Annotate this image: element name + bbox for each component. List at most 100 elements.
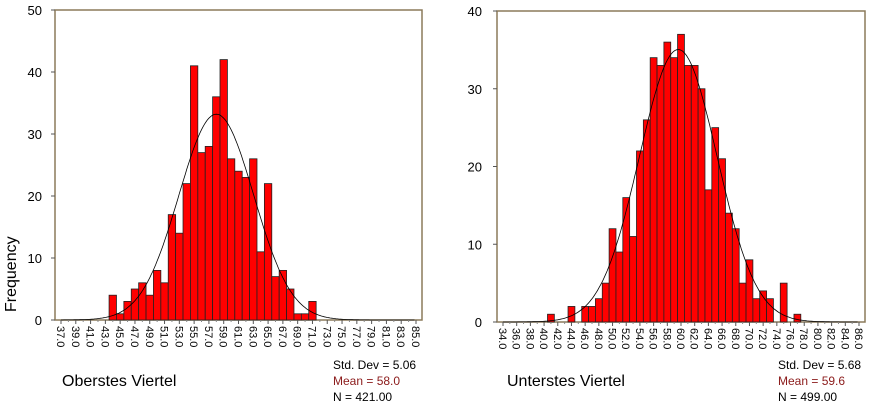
histogram-bar <box>219 59 228 321</box>
histogram-bar <box>286 288 295 321</box>
x-tick-label: 50.0 <box>606 328 618 349</box>
histogram-bar <box>670 57 678 323</box>
histogram-bar <box>293 313 302 321</box>
x-tick-label: 80.0 <box>811 328 823 349</box>
histogram-bar <box>636 150 644 323</box>
x-tick-label: 58.0 <box>660 328 672 349</box>
stat-mean-left: Mean = 58.0 <box>333 374 401 388</box>
x-tick-label: 75.0 <box>335 326 347 347</box>
histogram-bar <box>745 259 754 323</box>
stat-std-dev-left: Std. Dev = 5.06 <box>333 358 417 372</box>
histogram-bar <box>629 236 637 323</box>
x-tick-label: 56.0 <box>647 328 659 349</box>
histogram-bar <box>123 300 132 321</box>
y-tick-label: 40 <box>468 4 482 19</box>
x-tick-label: 51.0 <box>158 326 170 347</box>
histogram-bar <box>704 189 713 323</box>
x-tick-label: 49.0 <box>143 326 155 347</box>
x-tick-label: 34.0 <box>496 328 508 349</box>
histogram-bar <box>300 313 310 321</box>
x-tick-label: 55.0 <box>187 326 199 347</box>
x-tick-label: 53.0 <box>172 326 184 347</box>
stat-std-dev-right: Std. Dev = 5.68 <box>778 358 862 372</box>
x-tick-label: 39.0 <box>69 326 81 347</box>
x-tick-label: 37.0 <box>54 326 66 347</box>
histogram-bar <box>697 88 706 323</box>
histogram-bar <box>204 145 214 321</box>
histogram-bar <box>175 232 184 321</box>
x-tick-label: 85.0 <box>409 326 421 347</box>
x-tick-label: 44.0 <box>565 328 577 349</box>
x-tick-label: 74.0 <box>770 328 782 349</box>
x-tick-label: 61.0 <box>232 326 244 347</box>
histogram-bar <box>601 282 610 323</box>
histogram-bar <box>649 57 658 323</box>
histogram-bar <box>153 269 162 321</box>
histogram-bar <box>145 294 154 321</box>
stat-mean-right: Mean = 59.6 <box>778 374 846 388</box>
x-tick-label: 40.0 <box>537 328 549 349</box>
y-tick-label: 50 <box>28 3 42 18</box>
histogram-bar <box>263 183 273 321</box>
y-tick-label: 30 <box>28 127 42 142</box>
x-tick-label: 73.0 <box>320 326 332 347</box>
y-tick-label: 20 <box>28 189 42 204</box>
histogram-bar <box>212 96 221 321</box>
x-tick-label: 67.0 <box>276 326 288 347</box>
histogram-bar <box>656 65 665 323</box>
x-tick-label: 57.0 <box>202 326 214 347</box>
x-tick-label: 64.0 <box>701 328 713 349</box>
histogram-bar <box>234 170 243 321</box>
histogram-bar <box>622 197 631 323</box>
y-tick-label: 0 <box>475 315 482 330</box>
histogram-bar <box>759 290 767 323</box>
x-tick-label: 47.0 <box>128 326 140 347</box>
y-tick-label: 10 <box>468 237 482 252</box>
x-tick-label: 59.0 <box>217 326 229 347</box>
x-tick-label: 78.0 <box>797 328 809 349</box>
histogram-bar <box>793 313 802 323</box>
x-tick-label: 84.0 <box>838 328 850 349</box>
x-tick-label: 82.0 <box>825 328 837 349</box>
histogram-bar <box>160 282 169 321</box>
x-tick-label: 86.0 <box>852 328 864 349</box>
x-tick-label: 63.0 <box>246 326 258 347</box>
x-tick-label: 66.0 <box>715 328 727 349</box>
histogram-bar <box>677 33 685 323</box>
histogram-bar <box>684 65 692 323</box>
x-tick-label: 46.0 <box>578 328 590 349</box>
histogram-bar <box>256 251 265 321</box>
histogram-bar <box>752 298 761 323</box>
histogram-bar <box>197 152 206 321</box>
y-tick-label: 40 <box>28 65 42 80</box>
histogram-bar <box>130 288 140 321</box>
x-tick-label: 70.0 <box>743 328 755 349</box>
chart-title-oberstes: Oberstes Viertel <box>62 373 177 390</box>
x-tick-label: 45.0 <box>113 326 125 347</box>
y-tick-label: 30 <box>468 82 482 97</box>
x-tick-label: 42.0 <box>551 328 563 349</box>
y-axis-label: Frequency <box>3 236 20 312</box>
stat-n-left: N = 421.00 <box>333 390 393 404</box>
x-tick-label: 48.0 <box>592 328 604 349</box>
histogram-bar <box>241 176 250 321</box>
histogram-bar <box>190 65 199 321</box>
normal-curve <box>503 49 858 323</box>
histogram-bar <box>725 212 733 323</box>
histogram-bar <box>608 228 617 323</box>
histogram-bar <box>615 251 624 323</box>
x-tick-label: 60.0 <box>674 328 686 349</box>
histogram-bar <box>738 282 747 323</box>
x-tick-label: 54.0 <box>633 328 645 349</box>
y-tick-label: 0 <box>35 313 42 328</box>
histogram-bar <box>595 298 603 323</box>
x-tick-label: 81.0 <box>379 326 391 347</box>
x-tick-label: 36.0 <box>510 328 522 349</box>
x-tick-label: 65.0 <box>261 326 273 347</box>
histogram-bar <box>116 313 125 321</box>
histogram-bar <box>642 119 651 323</box>
chart-title-unterstes: Unterstes Viertel <box>507 373 625 390</box>
normal-curve <box>61 113 415 321</box>
